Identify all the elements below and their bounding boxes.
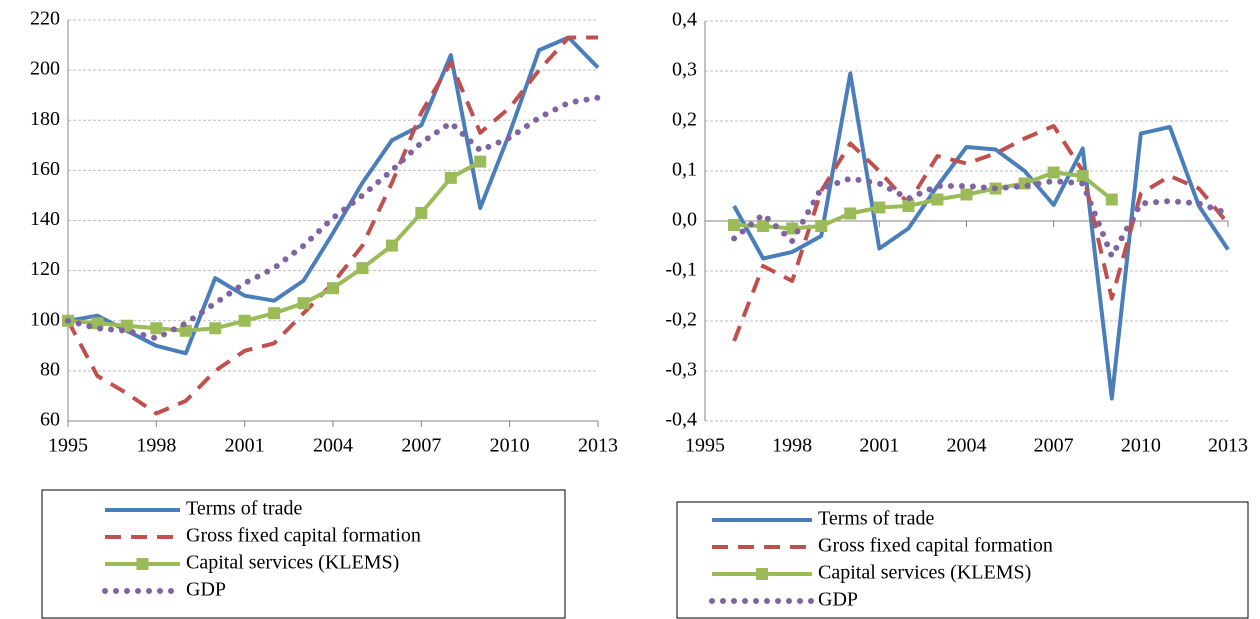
x-tick-label: 1998 bbox=[772, 435, 812, 457]
series-marker bbox=[873, 201, 886, 214]
series-marker bbox=[960, 188, 973, 201]
series-marker bbox=[1105, 193, 1118, 206]
y-tick-label: 120 bbox=[30, 258, 60, 280]
series-line bbox=[65, 94, 601, 342]
x-tick-label: 2007 bbox=[1034, 435, 1074, 457]
series-marker bbox=[815, 220, 828, 232]
x-tick-label: 2007 bbox=[401, 435, 441, 457]
legend-label: Terms of trade bbox=[818, 508, 934, 530]
y-tick-label: 0,3 bbox=[672, 59, 697, 81]
legend-box bbox=[41, 489, 566, 619]
series-marker bbox=[150, 322, 163, 335]
y-tick-label: -0,3 bbox=[665, 359, 697, 381]
series-marker bbox=[238, 314, 251, 327]
series-line bbox=[732, 124, 1230, 342]
legend-label: GDP bbox=[818, 589, 858, 611]
series-marker bbox=[356, 262, 369, 275]
legend-label: Gross fixed capital formation bbox=[818, 535, 1053, 557]
x-tick-label: 2001 bbox=[225, 435, 265, 457]
y-tick-label: 0,2 bbox=[672, 109, 697, 131]
series-marker bbox=[902, 200, 915, 212]
y-tick-label: 0,1 bbox=[672, 159, 697, 181]
y-tick-label: 180 bbox=[30, 108, 60, 130]
series-marker bbox=[844, 207, 857, 220]
series-marker bbox=[728, 219, 741, 231]
series-marker bbox=[415, 206, 428, 219]
legend-label: Capital services (KLEMS) bbox=[186, 552, 399, 574]
y-tick-label: 160 bbox=[30, 158, 60, 180]
legend-label: GDP bbox=[186, 579, 226, 601]
legend-label: Terms of trade bbox=[186, 498, 302, 520]
series-line bbox=[66, 35, 598, 416]
y-tick-label: 60 bbox=[40, 409, 60, 431]
y-tick-label: -0,2 bbox=[665, 309, 697, 331]
y-tick-label: -0,1 bbox=[665, 259, 697, 281]
y-tick-label: 140 bbox=[30, 208, 60, 230]
series-marker bbox=[327, 282, 339, 295]
x-tick-label: 2004 bbox=[313, 435, 353, 457]
legend-marker bbox=[136, 558, 149, 570]
series-marker bbox=[931, 193, 944, 206]
y-tick-label: 0,4 bbox=[672, 9, 697, 31]
y-tick-label: -0,4 bbox=[665, 409, 697, 431]
x-tick-label: 2013 bbox=[578, 435, 618, 457]
series-line bbox=[67, 159, 482, 333]
x-tick-label: 2001 bbox=[859, 435, 899, 457]
series-marker bbox=[209, 322, 222, 335]
x-tick-label: 2004 bbox=[947, 435, 987, 457]
series-marker bbox=[1047, 166, 1060, 179]
series-marker bbox=[757, 220, 770, 232]
legend-marker bbox=[756, 568, 768, 580]
series-marker bbox=[385, 239, 398, 252]
legend-label: Gross fixed capital formation bbox=[186, 525, 421, 547]
x-tick-label: 1995 bbox=[48, 435, 88, 457]
series-line bbox=[731, 175, 1231, 259]
series-marker bbox=[179, 324, 192, 337]
y-tick-label: 0,0 bbox=[672, 209, 697, 231]
series-marker bbox=[268, 307, 281, 320]
x-tick-label: 2010 bbox=[490, 435, 530, 457]
series-line bbox=[67, 35, 600, 356]
y-tick-label: 100 bbox=[30, 308, 60, 330]
y-tick-label: 220 bbox=[30, 8, 60, 30]
series-marker bbox=[1076, 170, 1089, 182]
x-tick-label: 2010 bbox=[1121, 435, 1161, 457]
x-tick-label: 1995 bbox=[685, 435, 725, 457]
x-tick-label: 1998 bbox=[136, 435, 176, 457]
series-marker bbox=[297, 297, 310, 310]
series-marker bbox=[474, 155, 487, 168]
legend-box bbox=[676, 501, 1249, 619]
y-tick-label: 80 bbox=[40, 358, 60, 380]
y-tick-label: 200 bbox=[30, 58, 60, 80]
series-line bbox=[732, 71, 1230, 401]
series-marker bbox=[444, 171, 457, 184]
x-tick-label: 2013 bbox=[1208, 435, 1248, 457]
legend-label: Capital services (KLEMS) bbox=[818, 562, 1031, 584]
